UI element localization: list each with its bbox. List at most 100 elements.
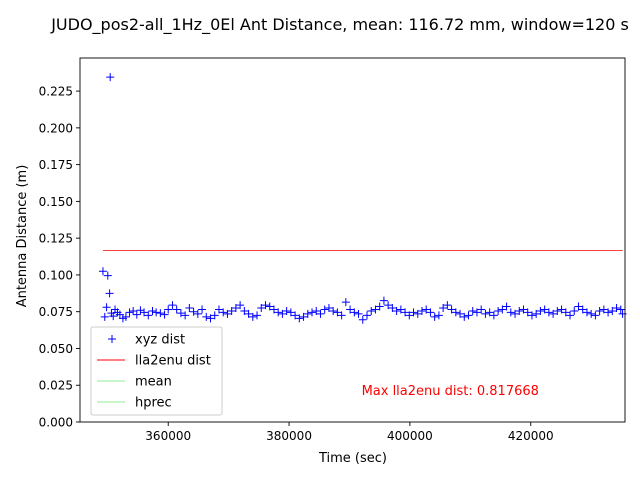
- xyz-dist-point: [358, 315, 367, 324]
- xyz-dist-point: [106, 73, 115, 82]
- xyz-dist-point: [253, 311, 262, 320]
- xyz-dist-point: [103, 271, 112, 280]
- xyz-dist-point: [223, 309, 232, 318]
- xyz-dist-point: [489, 311, 498, 320]
- xyz-dist-point: [443, 301, 452, 310]
- xyz-dist-point: [132, 310, 141, 319]
- xyz-dist-point: [189, 307, 198, 316]
- xyz-dist-point: [468, 306, 477, 315]
- xyz-dist-point: [371, 305, 380, 314]
- xyz-dist-point: [417, 306, 426, 315]
- xyz-dist-point: [587, 309, 596, 318]
- xyz-dist-point: [333, 308, 342, 317]
- xyz-dist-point: [295, 314, 304, 323]
- xyz-dist-point: [269, 305, 278, 314]
- xyz-dist-point: [274, 308, 283, 317]
- xyz-dist-point: [160, 310, 169, 319]
- xyz-dist-point: [236, 301, 245, 310]
- max-dist-annotation: Max lla2enu dist: 0.817668: [362, 384, 539, 399]
- xyz-dist-point: [451, 308, 460, 317]
- xyz-dist-point: [168, 301, 177, 310]
- xyz-dist-point: [574, 302, 583, 311]
- xyz-dist-point: [109, 312, 118, 321]
- xyz-dist-point: [367, 306, 376, 315]
- xyz-dist-point: [472, 308, 481, 317]
- xyz-dist-point: [303, 309, 312, 318]
- x-tick-label: 360000: [145, 429, 191, 443]
- xyz-dist-point: [566, 311, 575, 320]
- xyz-dist-point: [388, 304, 397, 313]
- xyz-dist-point: [392, 306, 401, 315]
- xyz-dist-point: [422, 305, 431, 314]
- xyz-dist-point: [527, 311, 536, 320]
- xyz-dist-point: [261, 301, 270, 310]
- y-tick-label: 0.200: [39, 121, 73, 135]
- xyz-dist-point: [363, 311, 372, 320]
- xyz-dist-point: [181, 311, 190, 320]
- xyz-dist-point: [156, 309, 165, 318]
- legend-marker-xyz-dist: [108, 335, 116, 343]
- xyz-dist-point: [604, 308, 613, 317]
- xyz-dist-point: [477, 305, 486, 314]
- xyz-dist-point: [172, 305, 181, 314]
- xyz-dist-point: [612, 304, 621, 313]
- y-tick-label: 0.225: [39, 85, 73, 99]
- xyz-dist-point: [286, 308, 295, 317]
- xyz-dist-point: [464, 311, 473, 320]
- y-tick-label: 0.100: [39, 268, 73, 282]
- xyz-dist-point: [519, 305, 528, 314]
- xyz-dist-point: [430, 312, 439, 321]
- xyz-dist-point: [193, 309, 202, 318]
- xyz-dist-point: [214, 305, 223, 314]
- x-axis-label: Time (sec): [318, 451, 387, 466]
- xyz-dist-point: [148, 306, 157, 315]
- xyz-dist-point: [244, 309, 253, 318]
- xyz-dist-point: [523, 308, 532, 317]
- xyz-dist-point: [401, 308, 410, 317]
- xyz-dist-point: [125, 308, 134, 317]
- y-axis-label: Antenna Distance (m): [15, 165, 30, 308]
- xyz-dist-point: [549, 309, 558, 318]
- xyz-dist-point: [608, 306, 617, 315]
- xyz-dist-point: [506, 308, 515, 317]
- xyz-dist-point: [578, 305, 587, 314]
- xyz-dist-point: [553, 306, 562, 315]
- xyz-dist-point: [536, 306, 545, 315]
- legend: xyz dist lla2enu dist mean hprec: [90, 326, 223, 416]
- xyz-dist-point: [219, 308, 228, 317]
- xyz-dist-point: [494, 306, 503, 315]
- xyz-dist-point: [582, 308, 591, 317]
- xyz-dist-point: [176, 309, 185, 318]
- xyz-dist-point: [129, 306, 138, 315]
- xyz-dist-point: [460, 312, 469, 321]
- x-tick-label: 400000: [387, 429, 433, 443]
- xyz-dist-point: [396, 305, 405, 314]
- xyz-dist-point: [557, 305, 566, 314]
- xyz-dist-point: [591, 311, 600, 320]
- xyz-dist-point: [544, 308, 553, 317]
- xyz-dist-point: [616, 305, 625, 314]
- xyz-dist-point: [185, 304, 194, 313]
- xyz-dist-point: [511, 309, 520, 318]
- xyz-dist-point: [502, 302, 511, 311]
- xyz-dist-point: [413, 309, 422, 318]
- xyz-dist-point: [532, 309, 541, 318]
- plot-frame: [79, 57, 626, 423]
- xyz-dist-point: [316, 309, 325, 318]
- xyz-dist-point: [210, 311, 219, 320]
- xyz-dist-point: [439, 304, 448, 313]
- xyz-dist-point: [248, 312, 257, 321]
- xyz-dist-point: [100, 312, 109, 321]
- legend-label: xyz dist: [135, 333, 185, 348]
- xyz-dist-point: [240, 306, 249, 315]
- y-tick-label: 0.050: [39, 342, 73, 356]
- xyz-dist-point: [384, 301, 393, 310]
- xyz-dist-point: [434, 311, 443, 320]
- xyz-dist-point: [320, 305, 329, 314]
- xyz-dist-point: [227, 306, 236, 315]
- xyz-dist-point: [498, 305, 507, 314]
- xyz-dist-point: [299, 312, 308, 321]
- legend-box: [90, 326, 223, 416]
- x-tick-label: 420000: [508, 429, 554, 443]
- chart-title: JUDO_pos2-all_1Hz_0El Ant Distance, mean…: [50, 15, 629, 35]
